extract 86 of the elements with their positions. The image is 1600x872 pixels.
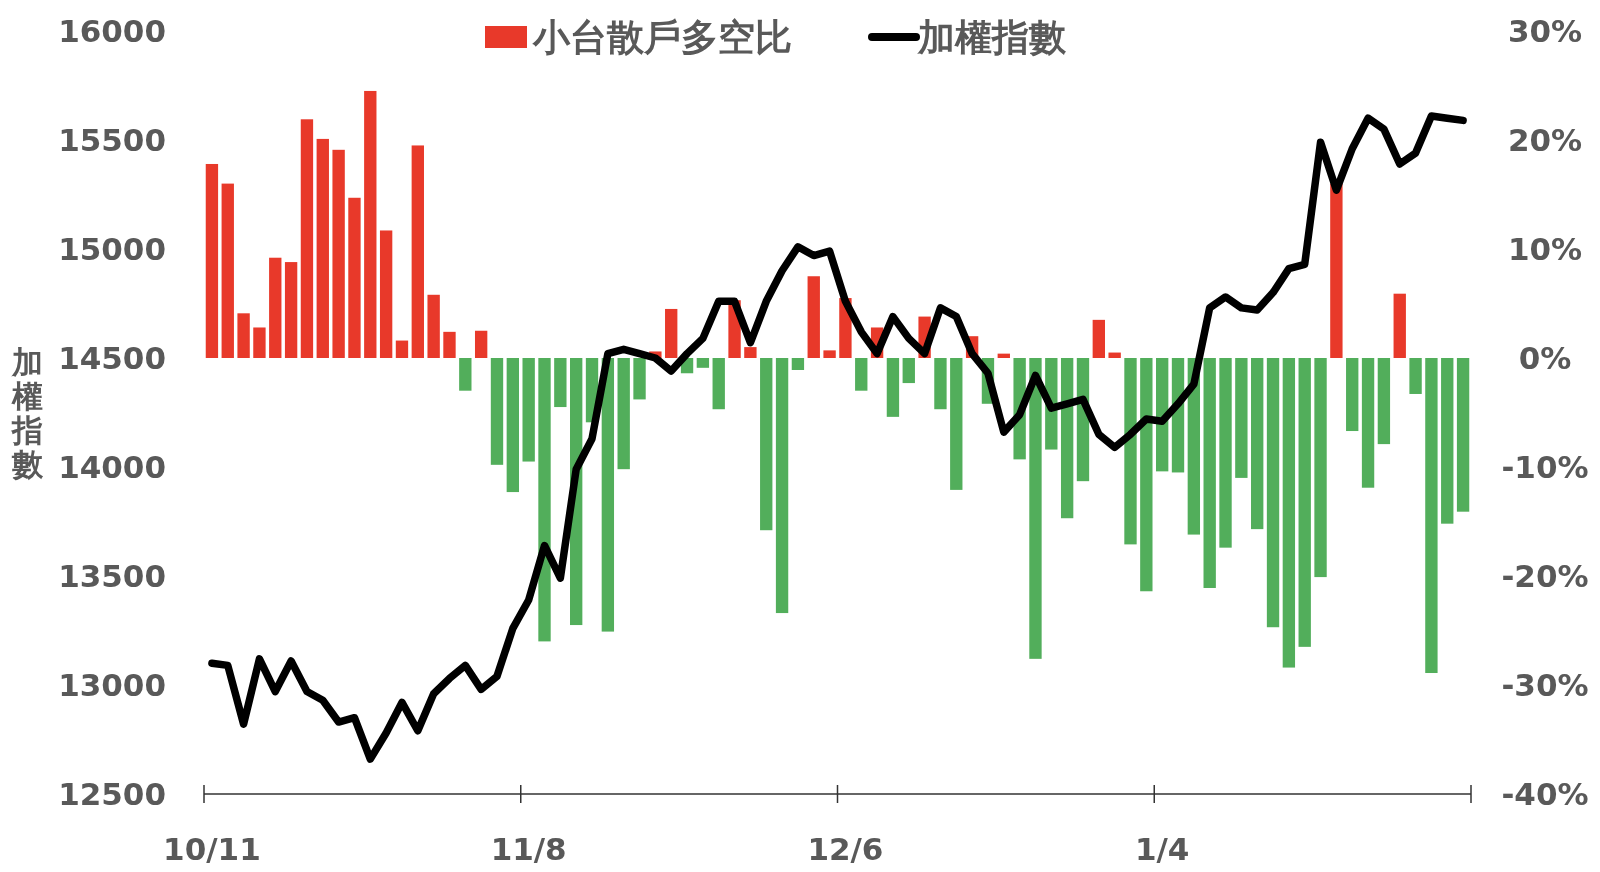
bar xyxy=(1266,358,1280,628)
y2-tick-label: -10% xyxy=(1501,449,1589,485)
bar xyxy=(221,183,234,358)
bar xyxy=(807,276,820,358)
bar xyxy=(1203,358,1216,588)
bar xyxy=(1219,358,1232,548)
y-tick-label: 15500 xyxy=(58,122,166,158)
legend-label: 加權指數 xyxy=(917,16,1067,59)
bar xyxy=(1409,358,1422,394)
y-tick-label: 15000 xyxy=(58,231,166,267)
bar xyxy=(332,149,345,358)
y2-tick-label: 30% xyxy=(1507,13,1583,49)
bar xyxy=(427,294,440,358)
bar xyxy=(348,197,361,358)
y-axis-title: 加權指數 xyxy=(10,343,44,482)
bar xyxy=(459,358,472,391)
y-tick-label: 14500 xyxy=(58,340,166,376)
y-tick-label: 13500 xyxy=(58,558,166,594)
bar xyxy=(506,358,520,493)
bar xyxy=(1377,358,1391,445)
bar xyxy=(300,119,314,358)
bar xyxy=(1140,358,1153,592)
x-tick-label: 12/6 xyxy=(807,831,884,867)
bar xyxy=(253,327,266,358)
bar xyxy=(1330,183,1343,358)
bar xyxy=(886,358,900,417)
bar xyxy=(1456,358,1470,512)
bar xyxy=(1092,319,1105,358)
bar xyxy=(823,350,836,358)
bar xyxy=(1393,293,1406,358)
bar xyxy=(1029,358,1042,659)
bar xyxy=(1346,358,1359,432)
bar xyxy=(1282,358,1296,668)
bar xyxy=(617,358,630,470)
y-tick-label: 14000 xyxy=(58,449,166,485)
x-tick-label: 10/11 xyxy=(163,831,261,867)
bar xyxy=(522,358,535,462)
x-tick-label: 11/8 xyxy=(490,831,567,867)
bar xyxy=(411,145,424,358)
y2-tick-label: 20% xyxy=(1507,122,1583,158)
bar xyxy=(1235,358,1248,478)
bar xyxy=(1124,358,1137,545)
bar xyxy=(1108,352,1121,358)
bar xyxy=(490,358,504,465)
bar xyxy=(855,358,868,391)
bar xyxy=(284,262,298,358)
y-tick-label: 16000 xyxy=(58,13,166,49)
bar xyxy=(934,358,947,410)
y-tick-label: 13000 xyxy=(58,667,166,703)
bar xyxy=(665,308,678,358)
y2-tick-label: -20% xyxy=(1501,558,1589,594)
bar xyxy=(1361,358,1375,488)
y2-tick-label: -30% xyxy=(1501,667,1589,703)
bar xyxy=(1251,358,1264,530)
bar xyxy=(1298,358,1311,647)
bar xyxy=(950,358,963,490)
bar xyxy=(633,358,646,400)
bar xyxy=(443,331,456,358)
y2-tick-label: -40% xyxy=(1501,776,1589,812)
legend-label: 小台散戶多空比 xyxy=(532,16,792,59)
bar xyxy=(775,358,789,614)
x-tick-label: 1/4 xyxy=(1134,831,1190,867)
bar xyxy=(696,358,710,368)
bar xyxy=(1441,358,1454,524)
bar xyxy=(205,163,219,358)
y2-tick-label: 0% xyxy=(1518,340,1572,376)
bar xyxy=(474,330,488,358)
bar xyxy=(791,358,805,370)
bar xyxy=(538,358,551,642)
bar xyxy=(395,340,409,358)
bar xyxy=(1425,358,1438,674)
bar xyxy=(601,358,615,632)
bar xyxy=(712,358,725,410)
bar xyxy=(1060,358,1074,519)
bar xyxy=(316,138,329,358)
y2-tick-label: 10% xyxy=(1507,231,1583,267)
bar xyxy=(902,358,915,384)
y-tick-label: 12500 xyxy=(58,776,166,812)
bar xyxy=(744,347,757,358)
bar xyxy=(760,358,773,531)
bar xyxy=(237,313,250,358)
bar xyxy=(269,257,282,358)
bar xyxy=(1314,358,1327,578)
bar xyxy=(554,358,567,408)
bar xyxy=(379,230,393,358)
bar xyxy=(364,90,377,358)
